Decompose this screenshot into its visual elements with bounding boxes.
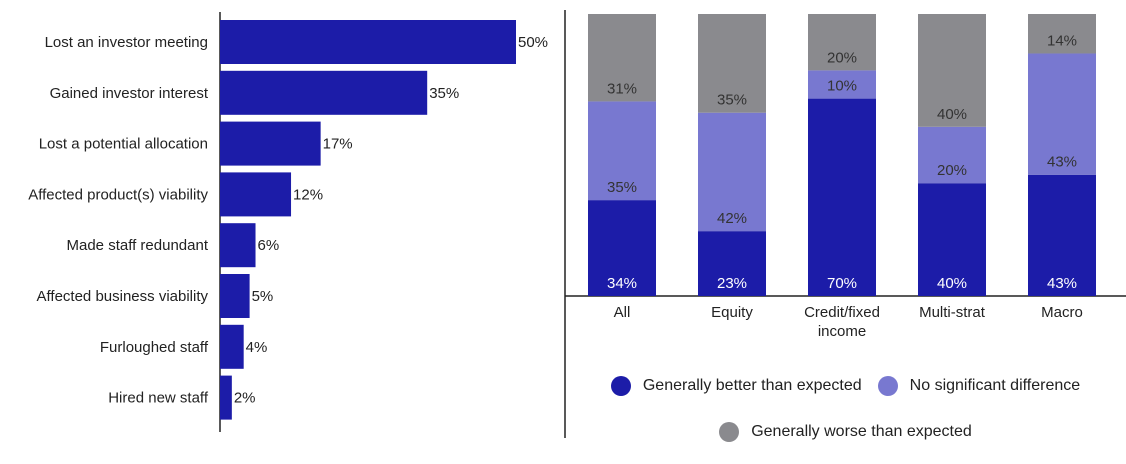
hbar-bar	[220, 121, 321, 166]
stack-category-label: All	[614, 304, 631, 321]
stack-segment	[1028, 14, 1096, 54]
hbar-bar	[220, 223, 256, 268]
hbar-bar	[220, 70, 428, 115]
hbar-category-label: Lost a potential allocation	[39, 136, 208, 153]
stack-segment	[1028, 53, 1096, 175]
stack-category-label: Equity	[711, 304, 753, 321]
stack-category-label: Credit/fixed	[804, 304, 880, 321]
stack-segment	[808, 70, 876, 99]
stack-segment	[808, 14, 876, 71]
hbar-value-label: 4%	[246, 339, 268, 356]
legend: Generally better than expected No signif…	[565, 372, 1126, 464]
stack-segment	[918, 14, 986, 127]
stack-segment	[918, 183, 986, 296]
stack-segment	[698, 14, 766, 113]
stack-segment-label: 35%	[717, 92, 747, 109]
stack-segment	[1028, 174, 1096, 296]
hbar-value-label: 50%	[518, 34, 548, 51]
hbar-value-label: 2%	[234, 390, 256, 407]
hbar-bar	[220, 20, 516, 64]
stack-segment-label: 10%	[827, 78, 857, 95]
hbar-value-label: 12%	[293, 186, 323, 203]
stacked-bar-chart: 34% 35% 31% All 23% 42% 35% Equity 70% 10% 20% Cred…	[564, 10, 1126, 438]
stack-segment-label: 35%	[607, 179, 637, 196]
legend-item-better: Generally better than expected	[610, 376, 862, 396]
stack-segment-label: 34%	[607, 275, 637, 292]
stack-segment	[808, 98, 876, 296]
stack-category-label: Macro	[1041, 304, 1083, 321]
legend-row-2: Generally worse than expected	[565, 418, 1126, 446]
hbar-category-label: Furloughed staff	[100, 339, 209, 356]
legend-swatch-no-difference	[877, 376, 898, 396]
stack-segment	[698, 112, 766, 232]
hbar-category-label: Affected business viability	[37, 288, 209, 305]
hbar-value-label: 6%	[258, 237, 280, 254]
hbar-category-label: Affected product(s) viability	[28, 186, 208, 203]
chart-canvas: Lost an investor meeting 50% Gained invest…	[28, 10, 1126, 438]
hbar-bar	[220, 274, 250, 318]
stack-segment-label: 23%	[717, 275, 747, 292]
stack-segment	[588, 200, 656, 296]
stack-segment-label: 43%	[1047, 275, 1077, 292]
hbar-category-label: Hired new staff	[108, 390, 209, 407]
stack-segment-label: 40%	[937, 275, 967, 292]
stack-segment-label: 20%	[827, 49, 857, 66]
stack-segment-label: 42%	[717, 210, 747, 227]
legend-item-no-difference: No significant difference	[877, 376, 1081, 396]
stack-segment-label: 40%	[937, 106, 967, 123]
stack-category-label: Multi-strat	[919, 304, 986, 321]
stack-segment-label: 20%	[937, 162, 967, 179]
legend-label-no-difference: No significant difference	[909, 377, 1081, 394]
stack-segment-label: 31%	[607, 80, 637, 97]
legend-row-1: Generally better than expected No signif…	[565, 372, 1126, 400]
stack-segment	[698, 231, 766, 296]
hbar-bar	[220, 172, 292, 217]
stack-segment-label: 43%	[1047, 154, 1077, 171]
stack-segment	[588, 14, 656, 102]
legend-swatch-worse	[719, 422, 740, 442]
legend-swatch-better	[610, 376, 631, 396]
legend-label-better: Generally better than expected	[642, 377, 862, 394]
hbar-category-label: Gained investor interest	[50, 85, 209, 102]
hbar-bar	[220, 324, 244, 369]
hbar-bar	[220, 375, 232, 420]
legend-item-worse: Generally worse than expected	[719, 422, 972, 442]
stack-category-label: income	[818, 323, 866, 340]
stack-segment-label: 14%	[1047, 32, 1077, 49]
hbar-category-label: Made staff redundant	[67, 237, 209, 254]
stack-segment-label: 70%	[827, 275, 857, 292]
hbar-category-label: Lost an investor meeting	[45, 34, 208, 51]
hbar-value-label: 17%	[323, 136, 353, 153]
legend-label-worse: Generally worse than expected	[751, 423, 972, 440]
horizontal-bar-chart: Lost an investor meeting 50% Gained invest…	[28, 12, 548, 432]
stack-segment	[588, 101, 656, 201]
stack-segment	[918, 126, 986, 184]
hbar-value-label: 35%	[429, 85, 459, 102]
hbar-value-label: 5%	[252, 288, 274, 305]
